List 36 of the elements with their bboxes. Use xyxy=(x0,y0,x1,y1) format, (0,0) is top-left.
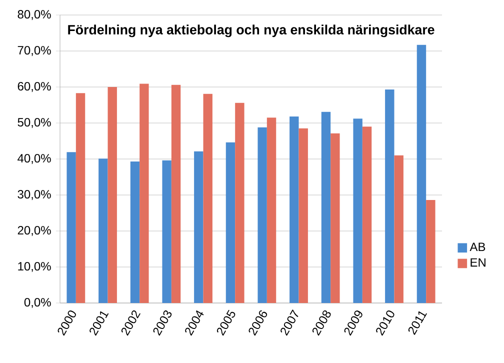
bar xyxy=(258,127,267,303)
y-tick-label: 10,0% xyxy=(18,262,51,272)
bar xyxy=(416,44,426,303)
bar xyxy=(298,128,308,303)
bar xyxy=(330,133,340,303)
bar xyxy=(162,160,172,303)
bar xyxy=(76,93,86,303)
bar xyxy=(140,84,149,303)
bar xyxy=(171,84,181,303)
bar xyxy=(108,87,117,303)
legend-label: EN xyxy=(470,258,486,267)
legend-label: AB xyxy=(470,242,486,251)
bar xyxy=(130,162,140,303)
y-tick-label: 0,0% xyxy=(24,298,51,308)
bar xyxy=(66,152,76,303)
bar xyxy=(362,126,372,303)
bar xyxy=(98,158,108,303)
y-tick-label: 30,0% xyxy=(18,190,51,200)
y-tick-label: 80,0% xyxy=(18,10,51,20)
bar xyxy=(194,151,204,303)
y-tick-label: 70,0% xyxy=(18,46,51,56)
bar xyxy=(203,94,212,303)
bar xyxy=(235,102,244,303)
y-tick-label: 40,0% xyxy=(18,154,51,164)
bar xyxy=(321,112,331,303)
bar xyxy=(266,118,276,303)
bar xyxy=(385,90,394,303)
y-tick-label: 50,0% xyxy=(18,118,51,128)
text: Fördelning nya aktiebolag och nya enskilda näringsidkare xyxy=(68,24,434,38)
bar xyxy=(394,155,404,303)
bar xyxy=(226,142,236,303)
bar xyxy=(290,116,299,303)
y-tick-label: 20,0% xyxy=(18,226,51,236)
bar xyxy=(353,118,362,303)
bar xyxy=(426,200,436,303)
y-tick-label: 60,0% xyxy=(18,82,51,92)
